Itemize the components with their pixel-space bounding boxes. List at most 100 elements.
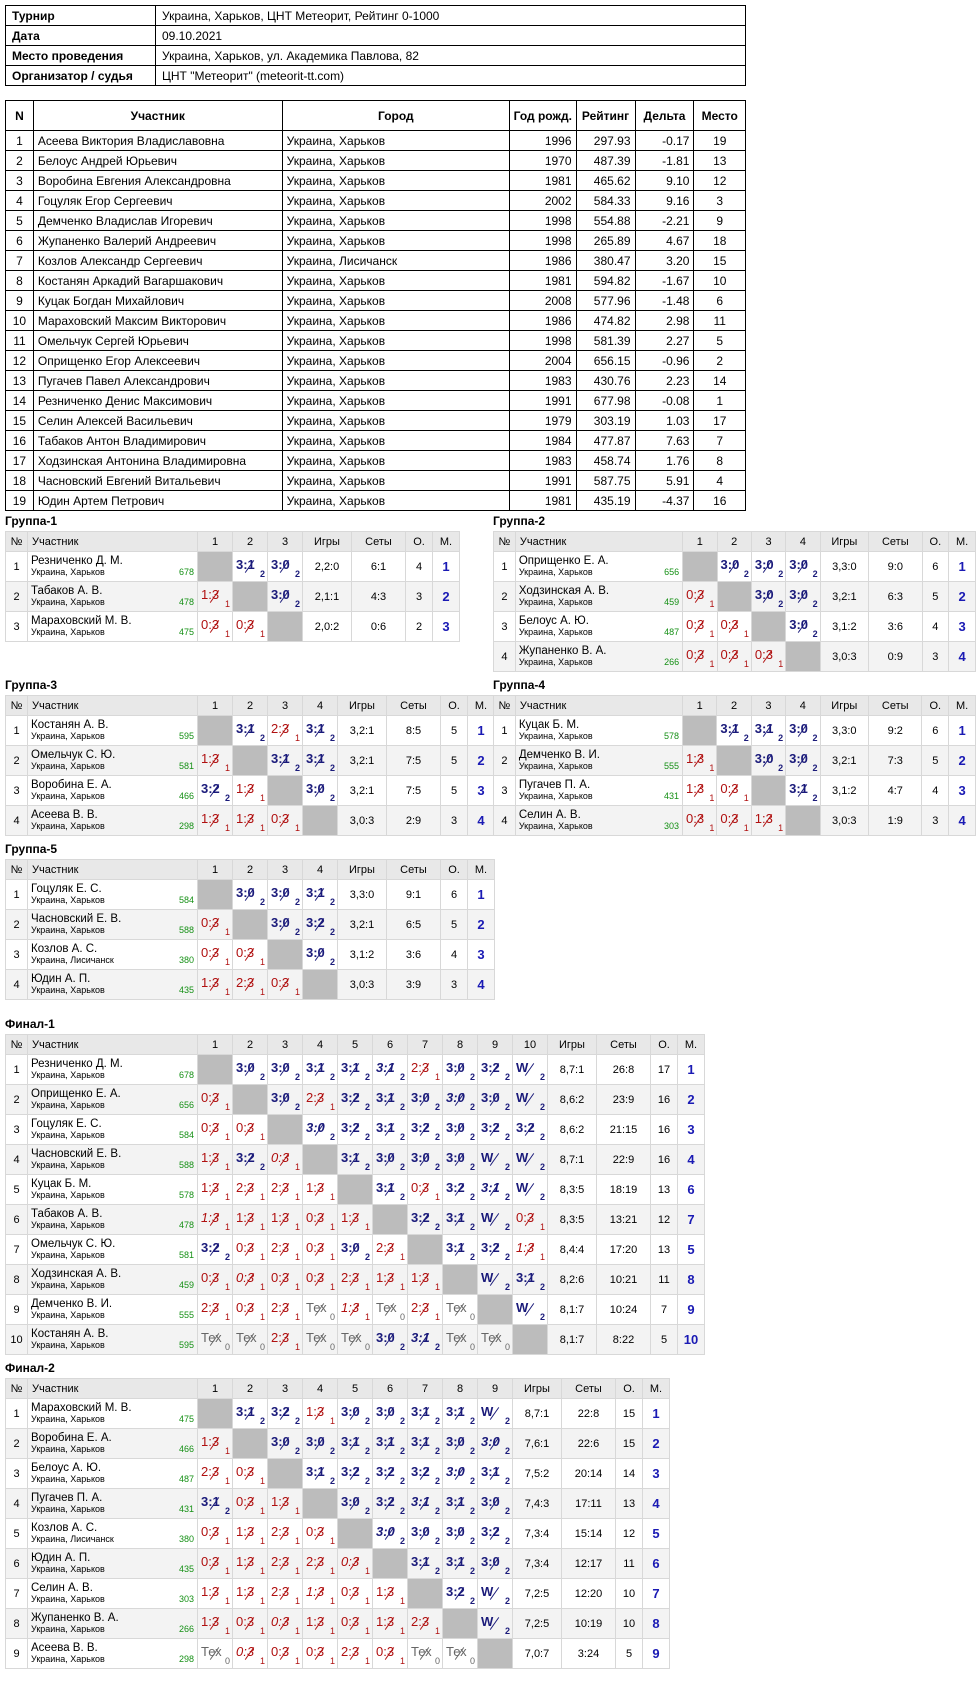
participant-cell: 6 [5,230,34,251]
match-result: 1:3 1 [198,1430,232,1458]
match-points: 1 [329,1535,335,1546]
group-header-row: № Участник 1 2 3 4 Игры Сеты О. М. [493,695,976,716]
player-rating: 581 [178,1250,194,1260]
match-result-cell: 3:1 2 [785,775,821,806]
row-number: 3 [493,775,516,806]
match-score: 0:3 [686,616,705,632]
match-points: 1 [743,628,749,639]
group-header: Участник [27,1378,198,1399]
match-result: 3:1 2 [268,747,302,775]
player-cell: Гоцуляк Е. С. Украина, Харьков 584 [27,1114,198,1145]
match-points: 1 [294,1505,300,1516]
participant-row: 9 Куцак Богдан Михайлович Украина, Харьков… [5,290,746,311]
self-cell [716,581,752,612]
match-result: 0:3 1 [303,1236,337,1264]
match-score: 1:3 [306,1583,325,1599]
match-score: 3:0 [271,1059,290,1075]
group-header: 10 [512,1034,548,1055]
tournament-info-table: Турнир Украина, Харьков, ЦНТ Метеорит, Ре… [5,5,746,86]
match-result-cell: 3:2 2 [477,1114,513,1145]
match-result-cell: 3:2 2 [337,1114,373,1145]
group-header: 8 [442,1034,478,1055]
match-result-cell: 0:3 1 [197,1084,233,1115]
participant-cell: Украина, Харьков [281,350,511,371]
match-result: 3:2 2 [373,1490,407,1518]
match-result: 0:3 1 [233,1610,267,1638]
group-header: Игры [512,1378,562,1399]
match-score: 0:3 [201,1119,220,1135]
match-result-cell: 3:0 2 [785,581,821,612]
match-result-cell: 3:0 2 [785,745,821,776]
match-points: 0 [224,1341,230,1352]
match-score: 1:3 [201,1613,220,1629]
participant-cell: Украина, Харьков [281,150,511,171]
match-score: 2:3 [271,1523,290,1539]
player-rating: 466 [178,791,194,801]
place-cell: 2 [677,1084,705,1115]
group-table: № Участник 1 2 3 4 Игры Сеты О. М. 1 Костанян А. В.… [5,695,495,836]
match-points: 2 [504,1535,510,1546]
match-result: 1:3 1 [683,777,716,805]
player-name: Оприщенко Е. А. [518,555,609,567]
group-header: О. [440,859,468,880]
match-score: 2:3 [271,1179,290,1195]
place-cell: 1 [467,879,495,910]
match-points: 2 [329,926,335,937]
group-header: О. [405,531,433,552]
match-points: 2 [399,1341,405,1352]
match-points: 1 [294,1595,300,1606]
player-rating: 475 [178,1414,194,1424]
group-header: 2 [716,695,752,716]
match-result: 3:2 2 [268,1400,302,1428]
player-cell: Гоцуляк Е. С. Украина, Харьков 584 [27,879,198,910]
place-cell: 4 [948,641,976,672]
match-result-cell: 2:3 1 [337,1638,373,1669]
row-number: 1 [493,715,516,746]
player-city: Украина, Харьков [31,1160,105,1170]
match-result: 0:3 1 [233,1266,267,1294]
points-cell: 6 [921,715,950,746]
match-score: 0:3 [236,1119,255,1135]
player-city: Украина, Харьков [31,985,105,995]
match-result-cell: 3:0 2 [337,1488,373,1519]
match-result-cell: 1:3 1 [681,745,718,776]
match-score: 1:3 [201,810,220,826]
participant-cell: 474.82 [575,310,636,331]
match-result-cell: 0:3 1 [232,939,268,970]
points-cell: 5 [440,745,468,776]
match-result: 3:1 2 [443,1236,477,1264]
match-result-cell: 3:0 2 [750,581,787,612]
points-cell: 6 [921,551,950,582]
group-header: 2 [232,1378,268,1399]
match-score: 0:3 [306,1209,325,1225]
match-result-cell: 3:0 2 [477,1488,513,1519]
match-result-cell: 0:3 1 [750,641,787,672]
participant-row: 16 Табаков Антон Владимирович Украина, Хар… [5,430,746,451]
match-result: 3:0 2 [752,747,785,775]
match-result: 1:3 1 [268,1206,302,1234]
games-cell: 3,3:0 [337,879,387,910]
match-result-cell: 3:2 2 [407,1458,443,1489]
match-result: Тех 0 [303,1296,337,1324]
match-score: 3:1 [376,1089,395,1105]
match-result-cell: 1:3 1 [681,775,718,806]
group-title: Группа-1 [5,514,58,528]
self-cell [232,1084,268,1115]
games-cell: 7,6:1 [512,1428,562,1459]
match-score: Тех [306,1329,327,1345]
match-result-cell: 3:0 2 [372,1144,408,1175]
place-cell: 8 [642,1608,670,1639]
match-score: 0:3 [201,616,220,632]
match-score: 1:3 [306,1403,325,1419]
games-cell: 3,2:1 [819,745,870,776]
sets-cell: 8:22 [596,1324,651,1355]
match-points: 1 [709,762,715,773]
match-score: 3:2 [271,1403,290,1419]
player-name: Резниченко Д. М. [31,555,123,567]
player-cell: Демченко В. И. Украина, Харьков 555 [27,1294,198,1325]
match-result-cell: 3:1 2 [442,1234,478,1265]
